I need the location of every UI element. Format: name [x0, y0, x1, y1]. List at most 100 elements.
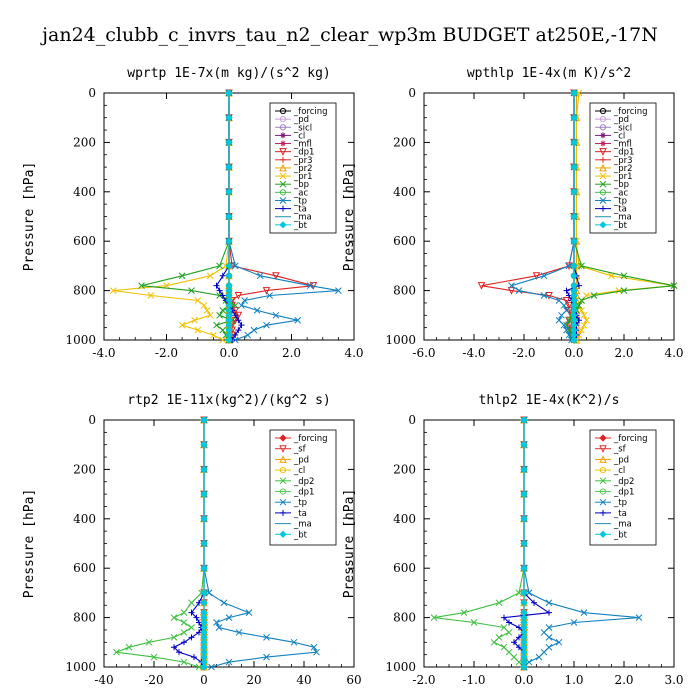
data-point [263, 653, 270, 661]
data-point [232, 312, 239, 319]
data-point [234, 292, 243, 300]
data-point [262, 287, 271, 295]
data-point [225, 336, 233, 344]
data-point [200, 465, 208, 473]
data-point [520, 663, 528, 671]
legend-marker [599, 180, 607, 188]
panels: wprtp 1E-7x(m kg)/(s^2 kg) Pressure [hPa]… [22, 66, 684, 687]
y-tick-label: 1000 [65, 660, 96, 674]
data-point [203, 307, 211, 314]
legend-label: _forcing [293, 107, 328, 117]
x-tick-label: 4.0 [344, 346, 363, 360]
legend-marker [279, 163, 287, 172]
legend-label: _forcing [613, 434, 648, 444]
x-tick-label: 0.0 [219, 346, 238, 360]
legend-marker [280, 140, 286, 147]
legend-marker [279, 467, 287, 474]
data-point [506, 619, 512, 626]
data-point [238, 302, 245, 309]
y-tick-label: 600 [73, 561, 96, 575]
data-point [206, 311, 214, 319]
data-point [250, 326, 258, 334]
legend-label: _sf [613, 445, 627, 455]
x-tick-label: -20 [144, 673, 163, 687]
legend-label: _ta [613, 205, 627, 215]
legend-label: _tp [293, 196, 307, 206]
data-point [235, 317, 242, 324]
data-point [535, 653, 543, 661]
data-point [578, 326, 585, 334]
data-point [244, 331, 252, 339]
data-point [545, 599, 553, 607]
y-axis-label: Pressure [hPa] [22, 162, 37, 272]
data-point [558, 311, 565, 319]
data-point [620, 272, 628, 280]
data-point [540, 292, 548, 299]
legend-marker [279, 477, 287, 485]
y-tick-label: 200 [73, 462, 96, 476]
legend: _forcing_sf_pd_cl_dp2_dp1_tp_ta_ma_bt [589, 429, 657, 546]
legend-marker [279, 124, 287, 131]
x-tick-label: 4.0 [664, 346, 683, 360]
data-point [294, 316, 302, 324]
data-point [170, 634, 178, 641]
data-point [225, 658, 233, 666]
data-point [266, 292, 273, 299]
data-point [145, 638, 153, 646]
data-point [225, 163, 233, 171]
legend: _forcing_pd_sicl_cl_mfl_dp1_pr3_pr2_pr1_… [589, 102, 657, 234]
legend-marker [599, 488, 607, 495]
legend-label: _cl [293, 131, 305, 141]
series-line [481, 93, 575, 341]
legend-marker [599, 455, 607, 463]
data-point [575, 89, 583, 97]
data-point [216, 311, 223, 319]
data-point [563, 287, 570, 294]
data-point [520, 465, 528, 473]
legend-marker [279, 189, 287, 196]
data-point [520, 599, 528, 607]
data-point [213, 282, 220, 289]
data-point [570, 619, 578, 626]
legend-marker [279, 197, 287, 204]
legend-label: _tp [293, 498, 307, 508]
data-point [219, 326, 227, 334]
legend-label: _ma [293, 520, 312, 530]
data-point [520, 441, 528, 449]
data-point [216, 262, 223, 270]
data-point [570, 336, 578, 344]
data-point [225, 89, 233, 97]
legend-label: _forcing [293, 434, 328, 444]
legend-marker [599, 530, 607, 538]
data-point [200, 599, 208, 607]
data-point [170, 614, 178, 621]
legend-marker [599, 189, 607, 196]
x-tick-label: -1.0 [462, 673, 485, 687]
x-tick-label: -2.0 [512, 346, 535, 360]
series-line [510, 93, 575, 341]
data-point [272, 311, 280, 319]
data-point [563, 326, 570, 334]
legend-label: _dp1 [293, 488, 314, 498]
legend-marker [279, 180, 287, 188]
legend-label: _pr2 [293, 164, 313, 174]
legend-label: _pr1 [613, 172, 633, 182]
y-tick-label: 0 [88, 86, 96, 100]
data-point [176, 649, 182, 656]
data-point [194, 297, 202, 304]
data-point [263, 321, 270, 329]
legend-label: _dp1 [293, 148, 314, 158]
series-bt [570, 89, 578, 344]
data-point [507, 287, 516, 295]
legend-marker [280, 205, 286, 212]
data-point [580, 321, 588, 329]
data-point [495, 599, 503, 607]
legend-label: _ma [613, 520, 632, 530]
data-point [193, 614, 200, 621]
data-point [460, 609, 468, 617]
series-line [114, 420, 205, 668]
legend-label: _sicl [293, 123, 312, 133]
data-point [578, 307, 585, 314]
data-point [335, 287, 342, 294]
